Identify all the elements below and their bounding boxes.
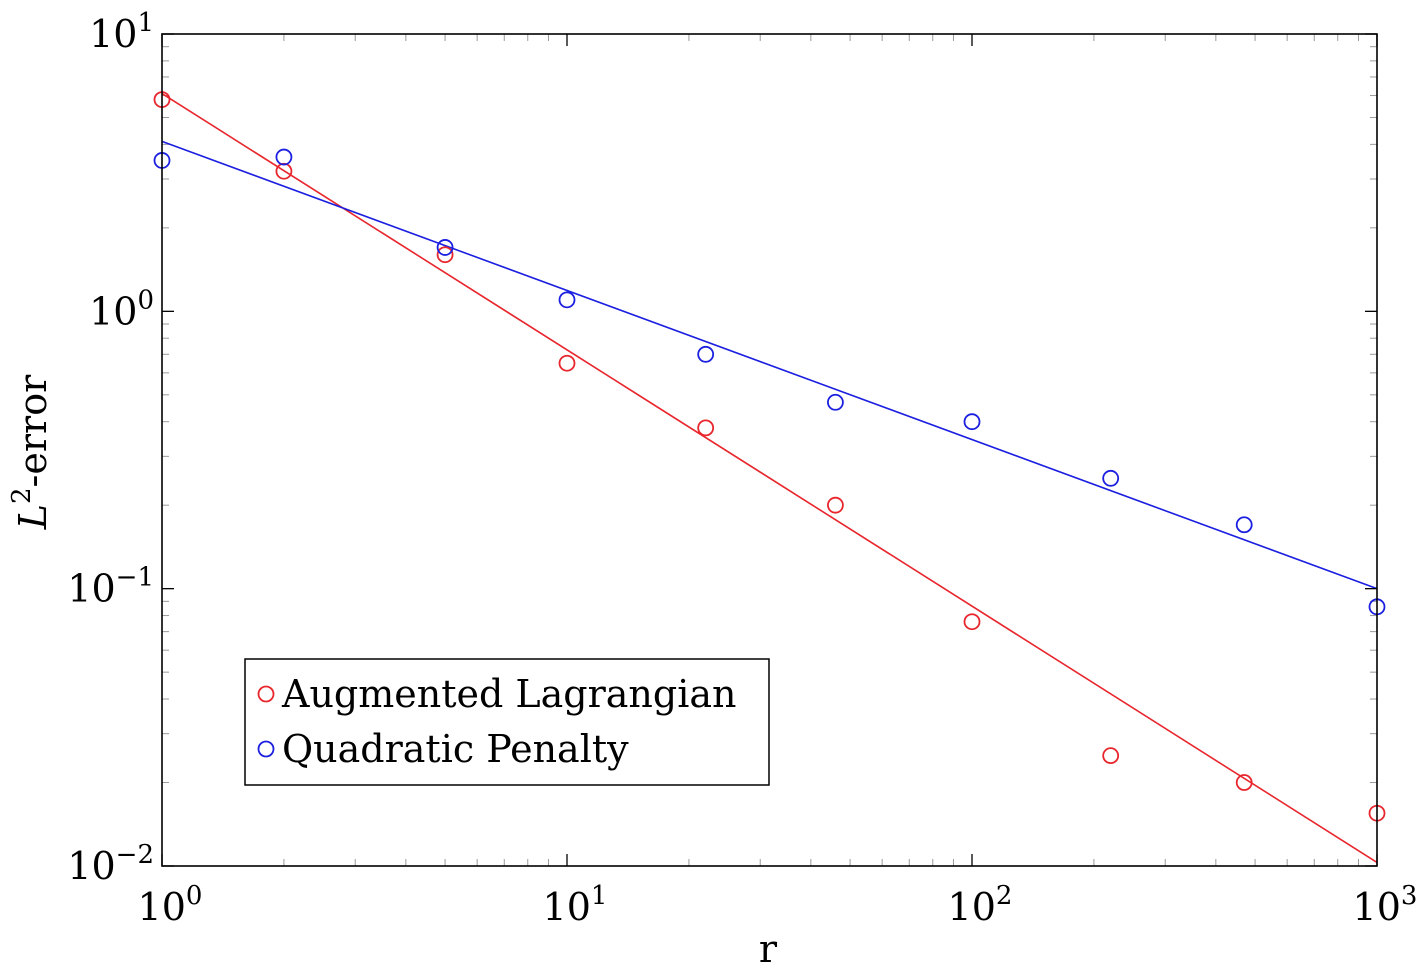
data-point-quadratic-penalty [963, 413, 981, 431]
legend-marker-augmented-lagrangian [257, 685, 275, 703]
data-point-quadratic-penalty [697, 345, 715, 363]
data-point-quadratic-penalty [827, 393, 844, 411]
x-tick-label: 103 [1353, 881, 1416, 929]
y-tick-label: 100 [89, 285, 154, 333]
y-axis-label: L2-error [7, 374, 55, 530]
y-tick-label: 10−1 [67, 563, 154, 611]
fit-line-quadratic-penalty [161, 140, 1378, 590]
minor-ticks [162, 34, 1377, 866]
data-point-quadratic-penalty [558, 291, 576, 309]
fit-line-augmented-lagrangian [161, 92, 1378, 864]
plot-frame [161, 33, 1378, 867]
data-point-quadratic-penalty [1235, 516, 1253, 534]
data-point-augmented-lagrangian [558, 354, 576, 372]
major-ticks [161, 33, 1378, 867]
data-point-quadratic-penalty [436, 239, 454, 256]
data-point-augmented-lagrangian [436, 246, 454, 264]
legend: Augmented Lagrangian Quadratic Penalty [244, 658, 770, 786]
data-point-augmented-lagrangian [963, 613, 981, 631]
legend-label-quadratic-penalty: Quadratic Penalty [282, 727, 629, 771]
data-point-quadratic-penalty [1102, 469, 1120, 487]
x-tick-labels: 100 101 102 103 [138, 881, 1416, 929]
y-tick-label: 101 [89, 8, 154, 56]
legend-label-augmented-lagrangian: Augmented Lagrangian [281, 672, 737, 716]
data-point-quadratic-penalty [275, 148, 293, 166]
y-tick-label: 10−2 [67, 840, 154, 888]
x-tick-label: 100 [138, 881, 203, 929]
fit-lines [161, 92, 1378, 864]
data-point-augmented-lagrangian [1102, 747, 1120, 765]
legend-box [244, 658, 770, 786]
data-points [153, 91, 1386, 822]
x-tick-label: 102 [948, 881, 1013, 929]
x-tick-label: 101 [543, 881, 608, 929]
y-tick-labels: 10−2 10−1 100 101 [67, 8, 154, 888]
data-point-augmented-lagrangian [827, 496, 844, 514]
legend-marker-quadratic-penalty [257, 740, 275, 758]
x-axis-label: r [759, 927, 778, 971]
data-point-augmented-lagrangian [1235, 774, 1253, 791]
data-point-augmented-lagrangian [697, 419, 715, 437]
